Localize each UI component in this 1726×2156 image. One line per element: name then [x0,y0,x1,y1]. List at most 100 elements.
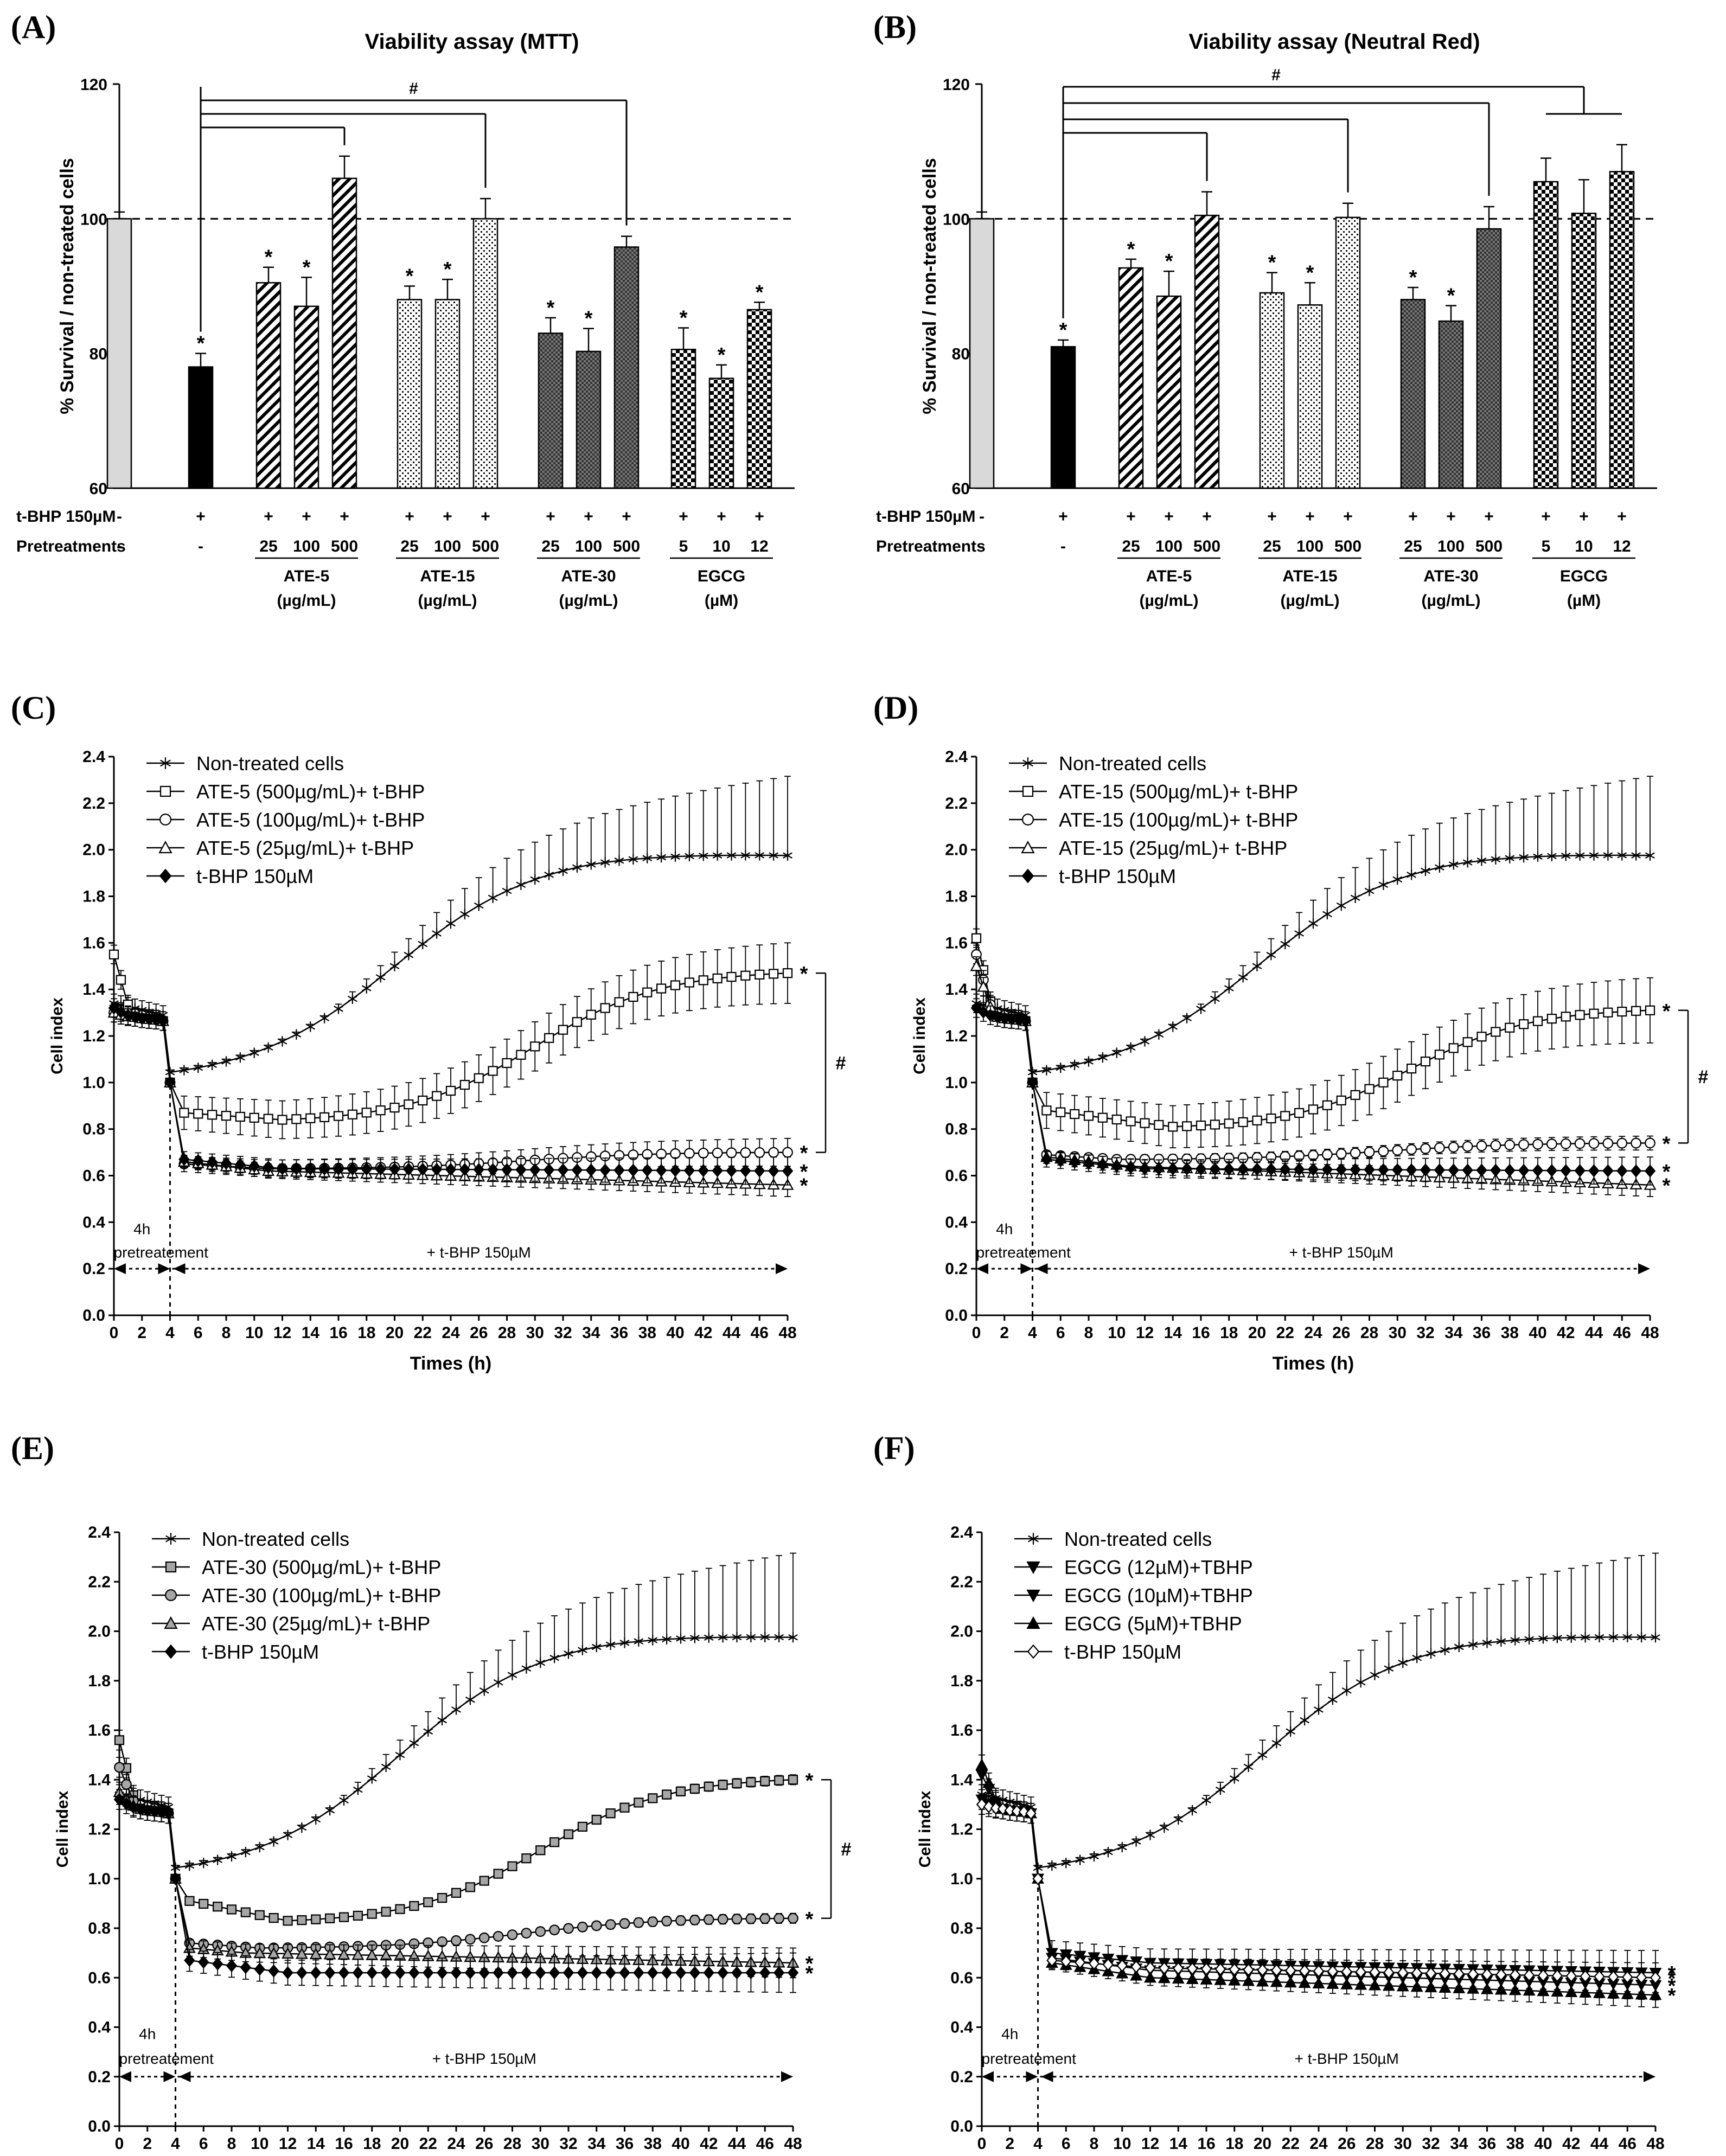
data-point [1405,1163,1417,1176]
arrow-head [173,1263,186,1275]
legend-marker [1022,757,1033,769]
star-stroke [1070,1061,1079,1069]
data-point [213,1902,223,1912]
data-point [788,1632,798,1643]
y-tick-label: 0.2 [82,1260,105,1278]
data-point [311,1914,321,1924]
y-tick-label: 0.6 [945,1167,968,1185]
y-tick-label: 1.6 [88,1722,111,1739]
y-tick-label: 2.0 [88,1623,111,1641]
y-tick-label: 0.8 [82,1121,105,1138]
data-point [1033,1863,1043,1873]
star-stroke [1533,853,1543,860]
legend-marker [160,757,171,769]
data-point [1335,1148,1347,1160]
data-point [605,1639,616,1650]
data-point [1084,1056,1094,1067]
data-point [628,1163,639,1177]
significance-star: * [1165,250,1173,273]
bar [1476,228,1502,489]
data-point [1251,1162,1263,1176]
data-point [745,1913,757,1924]
star-stroke [193,1064,203,1071]
bar [1609,171,1635,489]
data-point [1125,1161,1136,1174]
arrow-head [1026,2071,1038,2082]
y-tick-label: 2.4 [950,1524,973,1541]
group-name: ATE-30 [1423,567,1478,585]
x-tick-label: 8 [1090,2135,1099,2153]
y-tick-label: 1.4 [950,1771,973,1789]
star-stroke [1462,859,1473,866]
data-point [1588,1164,1600,1178]
data-point [116,975,126,985]
data-point [1491,1027,1501,1037]
data-point [1168,1021,1178,1032]
star-stroke [334,1006,343,1012]
data-point [1293,1162,1305,1176]
arrow-head [781,2071,793,2082]
data-point [605,1966,616,1980]
tbhp-row-label: t-BHP 150µM [876,508,975,526]
x-tick-label: 26 [470,1324,488,1342]
star-stroke [619,1640,630,1646]
y-tick-label: 1.4 [88,1771,111,1789]
data-point [121,1779,132,1790]
x-tick-label: 10 [251,2135,269,2153]
star-stroke [213,1857,222,1863]
data-point [755,969,765,980]
data-point [347,1109,357,1119]
data-point [1280,938,1290,950]
bar [613,246,640,489]
tbhp-sign: + [1484,508,1494,526]
data-point [1280,1162,1291,1176]
dose-label: 25 [541,538,559,555]
data-point [521,1853,532,1864]
data-point [309,1948,322,1960]
data-point [1041,1105,1052,1116]
x-tick-label: 46 [1619,2135,1636,2153]
x-tick-label: 42 [694,1324,712,1342]
data-point [361,1162,372,1176]
star-stroke [605,1641,616,1648]
significance-star: * [303,256,311,279]
y-tick-label: 1.6 [945,934,968,952]
data-point [1476,855,1487,866]
star-stroke [409,1740,419,1746]
star-stroke [1476,858,1487,864]
x-tick-label: 20 [1254,2135,1271,2153]
y-axis-label: Cell index [916,1790,934,1867]
data-point [1020,1014,1031,1028]
x-tick-label: 20 [1248,1324,1266,1342]
data-point [249,1112,259,1123]
data-point [184,1954,195,1967]
data-point [1533,851,1543,862]
data-point [464,1966,476,1980]
data-point [227,1851,236,1862]
x-tick-label: 44 [723,1324,741,1342]
x-tick-label: 34 [1444,1324,1463,1342]
y-tick-label: 2.4 [82,748,105,766]
data-point [269,1836,279,1847]
data-point [465,1694,475,1705]
star-stroke [1280,941,1290,948]
dose-label: 10 [1575,538,1593,555]
x-tick-label: 12 [1141,2135,1159,2153]
data-point [619,1918,630,1929]
star-stroke [249,1050,259,1056]
star-stroke [502,887,512,894]
data-point [446,918,456,929]
data-point [1462,1141,1473,1152]
significance-star: * [806,1953,814,1975]
data-point [1462,857,1473,868]
data-point [718,1632,728,1643]
significance-star: * [1447,285,1455,308]
dose-label: 25 [259,538,277,555]
arrow-head [163,2071,176,2082]
data-point [1505,1022,1515,1033]
data-point [380,1966,392,1980]
data-point [774,1632,784,1643]
data-point [1392,1163,1403,1176]
y-tick-label: 0.2 [945,1260,968,1278]
data-point [1322,909,1332,919]
